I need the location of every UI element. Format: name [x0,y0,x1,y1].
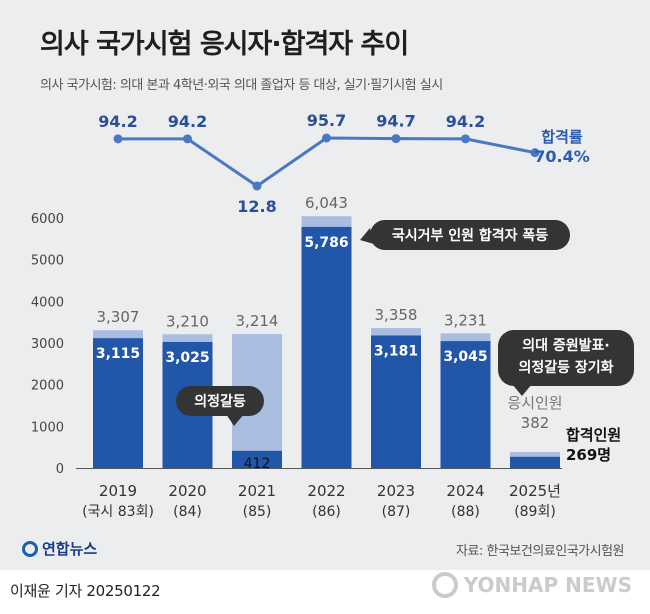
annotation-text: 국시거부 인원 합격자 폭등 [392,227,548,244]
pass-rate-last-label: 70.4% [534,147,590,166]
pass-rate-point [113,134,123,144]
y-tick-label: 1000 [31,420,64,435]
bar-passers [440,341,491,468]
pass-rate-point [461,134,470,144]
y-tick-label: 5000 [31,254,64,269]
bar-passers [301,226,352,468]
watermark-text: YONHAP NEWS [463,573,632,597]
passers-value-label: 5,786 [304,235,348,251]
passers-value-label: 412 [244,456,271,472]
pass-rate-value-label: 94.2 [168,112,207,131]
y-tick-label: 6000 [31,212,64,227]
y-tick-label: 4000 [31,295,64,310]
annotation-bubble-tail [360,228,374,244]
annotation-conflict: 의대 증원발표· 의정갈등 장기화 [498,330,634,396]
yonhap-logo: 연합뉴스 [22,538,97,559]
passers-series-label: 합격인원 [566,426,621,444]
yonhap-logo-icon [22,540,38,557]
annotation-boycott: 국시거부 인원 합격자 폭등 [360,220,570,250]
chart-svg: 0 1000 2000 3000 4000 5000 6000 3,307 3,115 3,21… [31,111,634,520]
y-tick-label: 3000 [31,337,64,352]
pass-rate-value-label: 94.2 [98,112,137,131]
passers-value-label: 3,115 [96,346,140,362]
pass-rate-value-label: 95.7 [307,111,346,130]
y-tick-label: 2000 [31,379,64,394]
annotation-bubble-tail [226,414,244,426]
watermark: YONHAP NEWS [431,572,632,598]
bar-passers [232,450,282,468]
category-label: 2020 [168,482,206,500]
annotation-bubble-tail [512,384,532,396]
pass-rate-value-label: 12.8 [237,197,276,216]
bar-passers [510,456,560,468]
pass-rate-point [183,134,192,144]
bar-series: 3,307 3,115 3,210 3,025 3,214 412 6,043 5,786 3,… [93,194,621,472]
watermark-logo-icon [431,572,458,598]
pass-rate-series-label: 합격률 [541,128,583,146]
applicants-value-label: 6,043 [305,194,348,212]
byline: 이재윤 기자 20250122 [10,582,161,600]
category-label: 2022 [307,482,345,500]
last-passers-value-label: 269명 [566,446,611,464]
category-label: 2021 [238,482,276,500]
category-sublabel: (87) [382,504,411,520]
category-sublabel: (86) [312,504,341,520]
category-sublabel: (국시 83회) [82,504,154,520]
category-sublabel: (84) [173,504,202,520]
applicants-value-label: 3,210 [166,312,209,330]
pass-rate-value-label: 94.7 [376,112,415,131]
category-sublabel: (89회) [514,504,556,520]
annotation-bubble-bg [176,386,264,416]
applicants-series-label: 응시인원 [507,394,562,412]
applicants-value-label: 3,214 [236,312,279,330]
category-sublabel: (88) [451,504,480,520]
y-axis: 0 1000 2000 3000 4000 5000 6000 [31,212,562,477]
applicants-value-label: 3,358 [375,306,418,324]
annotation-bubble-bg [370,220,570,250]
bar-passers [371,335,421,468]
chart-title: 의사 국가시험 응시자·합격자 추이 [40,29,409,60]
source-note: 자료: 한국보건의료인국가시험원 [456,544,624,559]
infographic-card: 의사 국가시험 응시자·합격자 추이 의사 국가시험: 의대 본과 4학년·외국… [0,0,650,570]
passers-value-label: 3,181 [374,343,418,359]
pass-rate-polyline [118,136,536,188]
passers-value-label: 3,045 [443,349,487,365]
category-label: 2019 [99,482,137,500]
applicants-value-label: 382 [521,414,550,432]
applicants-value-label: 3,231 [444,311,487,329]
x-axis: 2019 (국시 83회) 2020 (84) 2021 (85) 2022 (86) 2023… [82,482,561,520]
category-label: 2025년 [509,482,561,500]
pass-rate-point [322,133,331,143]
annotation-2021: 의정갈등 [176,386,264,426]
pass-rate-point [530,148,540,158]
logo-text: 연합뉴스 [42,540,98,558]
annotation-text: 의정갈등 장기화 [518,359,613,376]
bar-passers [93,338,143,468]
pass-rate-value-label: 94.2 [446,112,485,131]
y-tick-label: 0 [56,462,64,477]
chart-subtitle: 의사 국가시험: 의대 본과 4학년·외국 의대 졸업자 등 대상, 실기·필기… [40,78,443,93]
passers-value-label: 3,025 [165,350,209,366]
category-sublabel: (85) [243,504,272,520]
pass-rate-point [252,181,262,191]
category-label: 2023 [377,482,415,500]
pass-rate-point [391,134,401,144]
annotation-text: 의정갈등 [194,393,246,410]
annotation-bubble-bg [498,330,634,386]
annotation-text: 의대 증원발표· [522,337,609,354]
category-label: 2024 [446,482,484,500]
applicants-value-label: 3,307 [97,308,140,326]
